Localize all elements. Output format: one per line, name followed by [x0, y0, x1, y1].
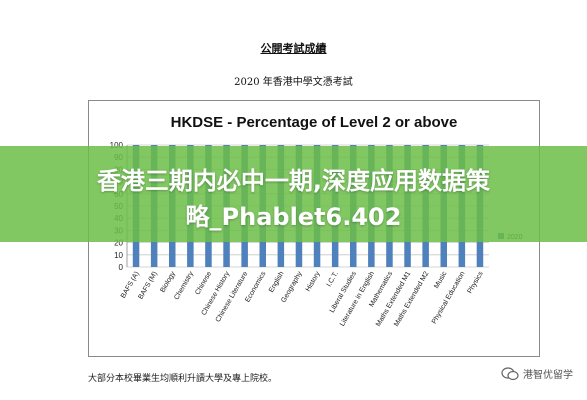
- y-tick-label: 10: [114, 251, 123, 260]
- banner-text: 香港三期内必中一期,深度应用数据策 略_Phablet6.402: [0, 163, 587, 235]
- x-tick-label: BAFS (M): [137, 271, 158, 301]
- footer-note: 大部分本校畢業生均順利升讀大學及專上院校。: [88, 374, 278, 384]
- x-tick-label: History: [305, 270, 322, 293]
- document-title: 公開考試成績: [260, 42, 327, 55]
- y-tick-label: 20: [114, 239, 123, 248]
- y-tick-label: 100: [110, 141, 124, 150]
- x-tick-label: Physics: [467, 270, 485, 295]
- x-tick-label: Music: [433, 270, 448, 290]
- x-tick-label: Chinese: [194, 270, 213, 296]
- x-tick-label: Physical Education: [431, 270, 467, 325]
- banner-line-1: 香港三期内必中一期,深度应用数据策: [96, 167, 491, 195]
- x-tick-label: English: [268, 270, 286, 293]
- x-tick-label: Biology: [159, 270, 177, 294]
- x-tick-label: Maths Extended M2: [393, 270, 430, 328]
- document-subtitle: 2020 年香港中學文憑考試: [234, 77, 353, 88]
- x-tick-label: Chemistry: [173, 270, 195, 301]
- x-tick-label: I.C.T.: [326, 270, 340, 288]
- banner-line-2: 略_Phablet6.402: [185, 203, 402, 231]
- watermark: 港智优留学: [501, 366, 573, 381]
- wechat-icon: [501, 366, 519, 380]
- chart-title: HKDSE - Percentage of Level 2 or above: [171, 114, 458, 131]
- overlay-banner: [0, 146, 587, 242]
- watermark-text: 港智优留学: [523, 370, 573, 381]
- y-tick-label: 0: [119, 263, 124, 272]
